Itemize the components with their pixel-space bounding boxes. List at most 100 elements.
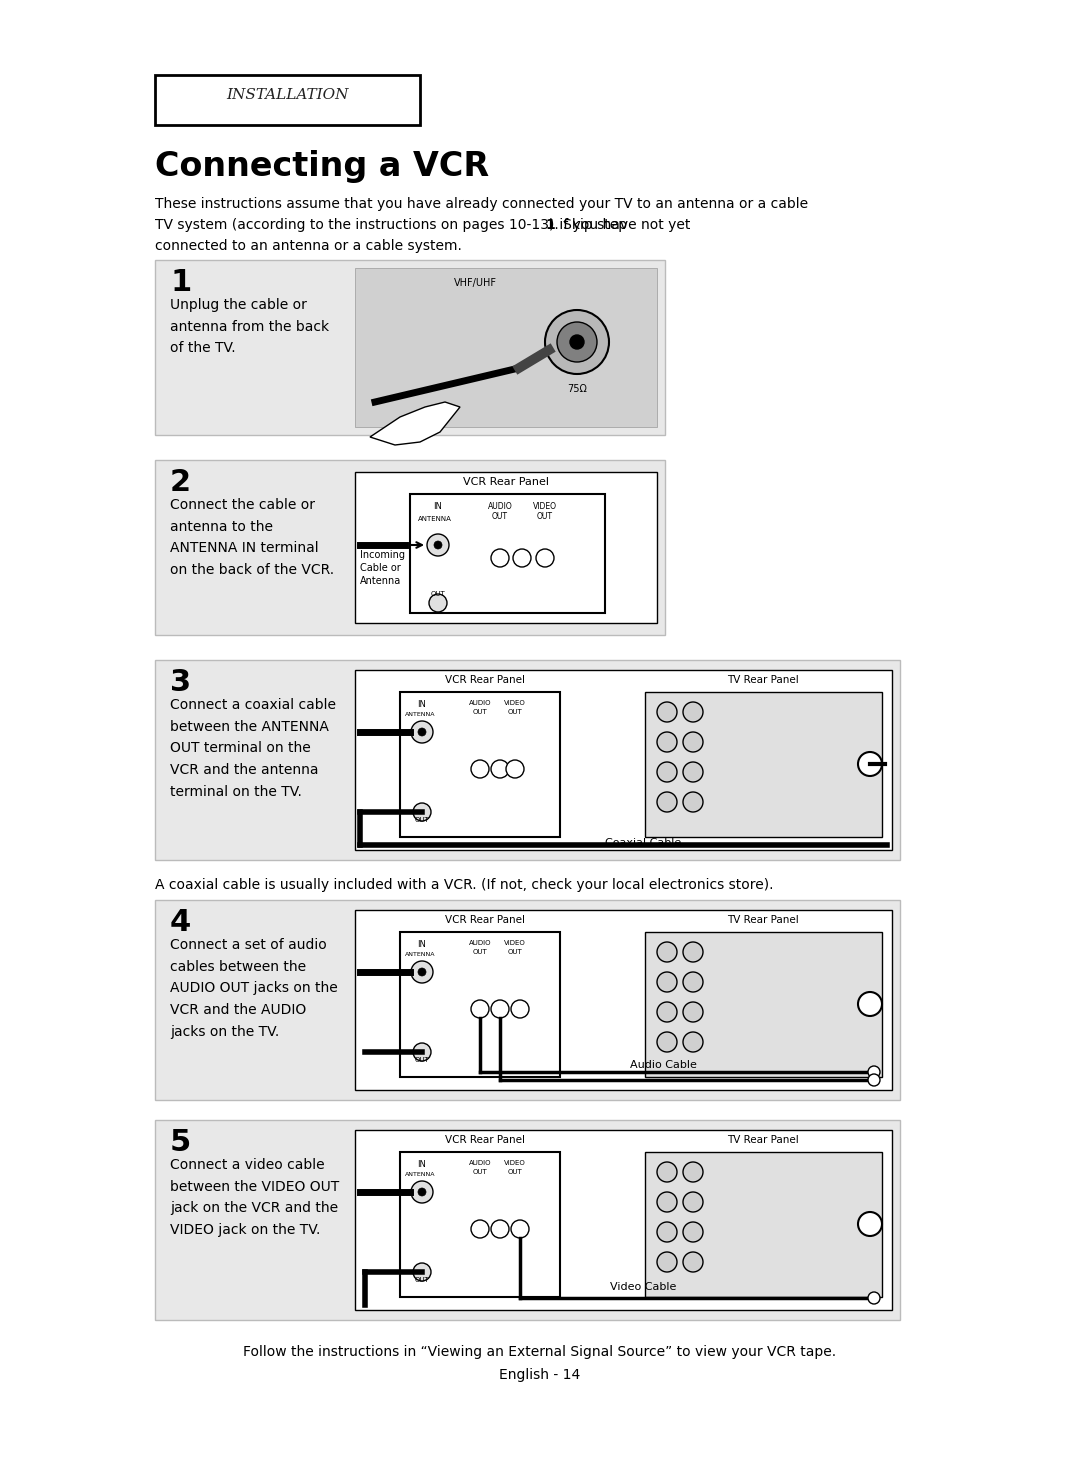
Text: A coaxial cable is usually included with a VCR. (If not, check your local electr: A coaxial cable is usually included with… <box>156 879 773 892</box>
Circle shape <box>868 1075 880 1086</box>
Text: 4: 4 <box>170 908 191 937</box>
Text: TV Rear Panel: TV Rear Panel <box>727 915 799 926</box>
Text: Follow the instructions in “Viewing an External Signal Source” to view your VCR : Follow the instructions in “Viewing an E… <box>243 1344 837 1359</box>
Text: Video Cable: Video Cable <box>610 1282 676 1293</box>
Bar <box>400 1153 561 1297</box>
Text: Connect a set of audio
cables between the
AUDIO OUT jacks on the
VCR and the AUD: Connect a set of audio cables between th… <box>170 937 338 1039</box>
Circle shape <box>683 733 703 752</box>
Circle shape <box>413 803 431 821</box>
Text: AUDIO: AUDIO <box>469 1160 491 1166</box>
Text: Connect the cable or
antenna to the
ANTENNA IN terminal
on the back of the VCR.: Connect the cable or antenna to the ANTE… <box>170 498 334 578</box>
Text: IN: IN <box>433 503 443 511</box>
Circle shape <box>411 721 433 743</box>
Text: OUT: OUT <box>492 511 508 520</box>
Circle shape <box>657 971 677 992</box>
Bar <box>156 460 665 635</box>
Bar <box>400 932 561 1077</box>
Text: connected to an antenna or a cable system.: connected to an antenna or a cable syste… <box>156 239 462 254</box>
Circle shape <box>683 1222 703 1243</box>
Bar <box>355 268 657 427</box>
Text: VIDEO: VIDEO <box>534 503 557 511</box>
Text: VHF/UHF: VHF/UHF <box>454 279 497 287</box>
Text: OUT: OUT <box>415 1276 430 1282</box>
Text: English - 14: English - 14 <box>499 1368 581 1383</box>
Circle shape <box>418 1188 426 1195</box>
Text: TV system (according to the instructions on pages 10-13). Skip step: TV system (according to the instructions… <box>156 218 632 231</box>
Text: VCR Rear Panel: VCR Rear Panel <box>463 478 549 486</box>
Circle shape <box>413 1044 431 1061</box>
Text: IN: IN <box>418 940 427 949</box>
Circle shape <box>858 752 882 775</box>
Circle shape <box>683 971 703 992</box>
Circle shape <box>411 961 433 983</box>
Circle shape <box>418 968 426 976</box>
Circle shape <box>683 1162 703 1182</box>
Circle shape <box>491 761 509 778</box>
Circle shape <box>507 761 524 778</box>
Bar <box>410 494 605 613</box>
Circle shape <box>511 1220 529 1238</box>
Text: These instructions assume that you have already connected your TV to an antenna : These instructions assume that you have … <box>156 198 808 211</box>
Text: ANTENNA: ANTENNA <box>405 712 435 716</box>
Text: IN: IN <box>418 1160 427 1169</box>
Circle shape <box>570 335 584 349</box>
Text: OUT: OUT <box>508 949 523 955</box>
Circle shape <box>557 321 597 363</box>
Text: OUT: OUT <box>431 591 445 597</box>
Bar <box>156 259 665 435</box>
Circle shape <box>868 1293 880 1304</box>
Text: ANTENNA: ANTENNA <box>418 516 451 522</box>
Circle shape <box>545 310 609 374</box>
Text: OUT: OUT <box>415 817 430 822</box>
Text: AUDIO: AUDIO <box>488 503 512 511</box>
Text: OUT: OUT <box>537 511 553 520</box>
Circle shape <box>858 1212 882 1237</box>
Text: Coaxial Cable: Coaxial Cable <box>605 839 681 848</box>
Text: Audio Cable: Audio Cable <box>630 1060 697 1070</box>
Text: VCR Rear Panel: VCR Rear Panel <box>445 1135 525 1145</box>
Bar <box>355 671 892 850</box>
Bar <box>645 932 882 1077</box>
Circle shape <box>657 1162 677 1182</box>
Text: VIDEO: VIDEO <box>504 940 526 946</box>
Circle shape <box>657 733 677 752</box>
Text: IN: IN <box>418 700 427 709</box>
Circle shape <box>411 1181 433 1203</box>
Circle shape <box>868 1066 880 1077</box>
Bar <box>645 1153 882 1297</box>
Circle shape <box>434 541 442 548</box>
Circle shape <box>513 548 531 567</box>
Circle shape <box>858 992 882 1016</box>
Circle shape <box>657 1032 677 1052</box>
Text: if you have not yet: if you have not yet <box>555 218 690 231</box>
Text: ANTENNA: ANTENNA <box>405 952 435 957</box>
Text: Unplug the cable or
antenna from the back
of the TV.: Unplug the cable or antenna from the bac… <box>170 298 329 355</box>
Text: VIDEO: VIDEO <box>504 1160 526 1166</box>
Bar <box>355 909 892 1089</box>
Text: OUT: OUT <box>508 709 523 715</box>
Circle shape <box>657 1192 677 1212</box>
Circle shape <box>657 1222 677 1243</box>
Text: Connecting a VCR: Connecting a VCR <box>156 150 489 183</box>
Circle shape <box>657 792 677 812</box>
Circle shape <box>683 942 703 963</box>
Circle shape <box>471 761 489 778</box>
Circle shape <box>511 999 529 1019</box>
Circle shape <box>491 548 509 567</box>
Bar <box>400 691 561 837</box>
Circle shape <box>683 762 703 783</box>
Text: OUT: OUT <box>473 949 487 955</box>
Circle shape <box>491 1220 509 1238</box>
Text: INSTALLATION: INSTALLATION <box>226 88 348 102</box>
Circle shape <box>418 728 426 736</box>
Circle shape <box>683 702 703 722</box>
Text: 1: 1 <box>545 218 555 231</box>
Bar <box>156 660 900 859</box>
Text: AUDIO: AUDIO <box>469 700 491 706</box>
Polygon shape <box>370 402 460 445</box>
Text: OUT: OUT <box>415 1057 430 1063</box>
Circle shape <box>683 792 703 812</box>
Bar <box>645 691 882 837</box>
Circle shape <box>471 1220 489 1238</box>
Bar <box>156 1120 900 1321</box>
